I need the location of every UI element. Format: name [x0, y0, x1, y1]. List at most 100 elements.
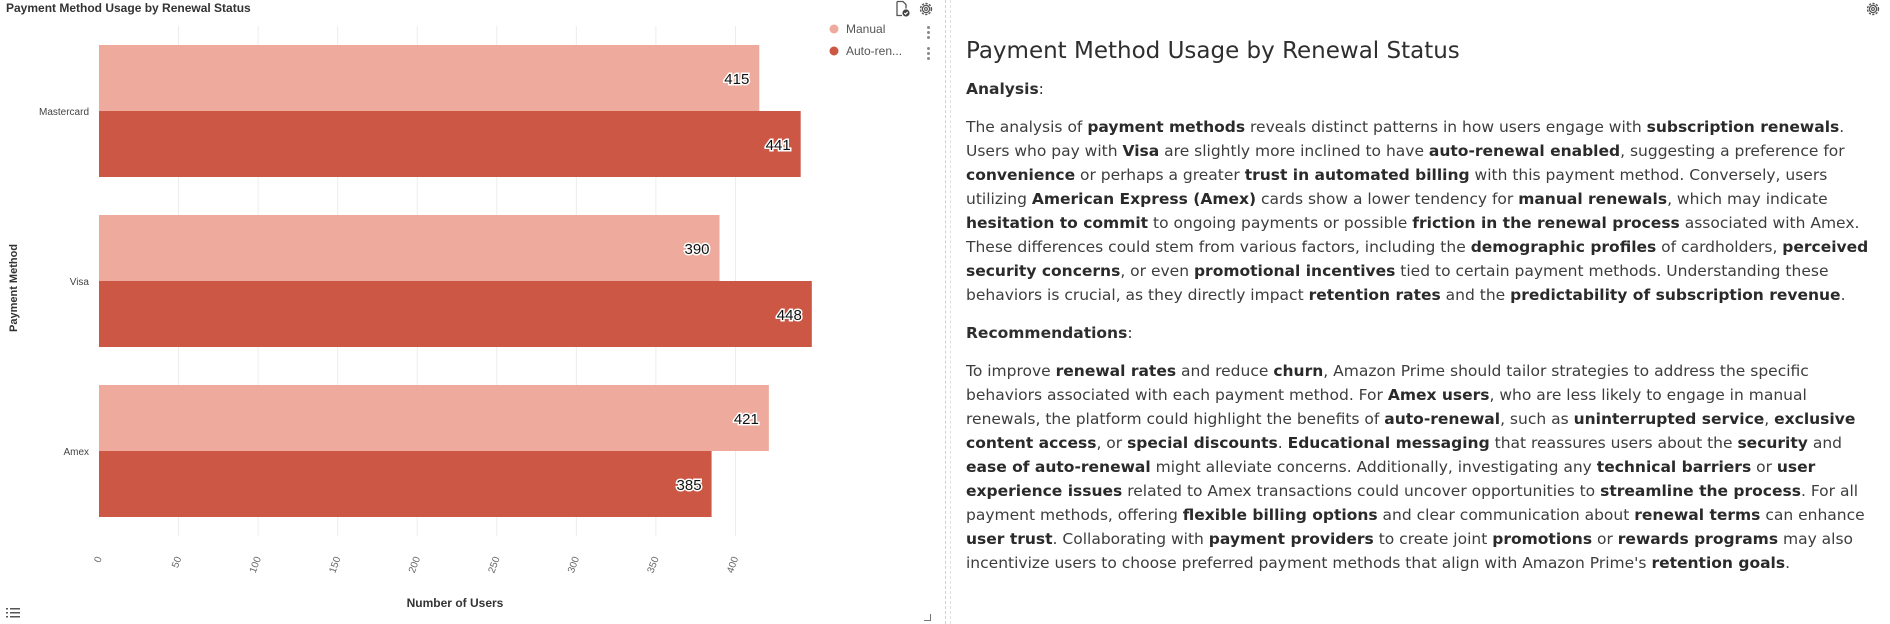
- x-tick-label: 400: [725, 555, 741, 575]
- gear-icon[interactable]: [917, 0, 935, 18]
- text-run: , Amazon Prime should tailor strategies …: [966, 362, 1809, 404]
- text-run: and clear communication about: [1377, 506, 1635, 524]
- analysis-paragraph: The analysis of payment methods reveals …: [966, 115, 1886, 307]
- data-label: 421: [734, 411, 759, 428]
- data-label: 448: [777, 307, 802, 324]
- bold-phrase: churn: [1273, 362, 1324, 380]
- text-run: that reassures users about the: [1489, 434, 1738, 452]
- analysis-title: Payment Method Usage by Renewal Status: [966, 38, 1460, 64]
- legend-marker: [829, 24, 839, 34]
- bold-phrase: friction in the renewal process: [1412, 214, 1680, 232]
- recommendations-paragraph: To improve renewal rates and reduce chur…: [966, 359, 1886, 575]
- data-label: 385: [677, 477, 702, 494]
- bold-phrase: promotional incentives: [1193, 262, 1396, 280]
- bold-phrase: renewal terms: [1634, 506, 1761, 524]
- bar-amex-manual: [99, 385, 769, 451]
- text-run: .: [1840, 286, 1846, 304]
- text-run: , or: [1096, 434, 1128, 452]
- bold-phrase: Educational messaging: [1287, 434, 1490, 452]
- x-tick-label: 350: [646, 555, 662, 575]
- text-run: and the: [1440, 286, 1511, 304]
- text-run: to create joint: [1373, 530, 1493, 548]
- text-run: of cardholders,: [1656, 238, 1783, 256]
- bold-phrase: uninterrupted service: [1573, 410, 1765, 428]
- file-check-icon[interactable]: [893, 0, 911, 18]
- bar-visa-auto-renewal: [99, 281, 812, 347]
- text-run: .: [1277, 434, 1288, 452]
- text-run: associated with Amex. These differences …: [966, 214, 1860, 256]
- bar-visa-manual: [99, 215, 720, 281]
- bold-phrase: auto-renewal: [1384, 410, 1501, 428]
- text-run: or perhaps a greater: [1075, 166, 1245, 184]
- bold-phrase: payment methods: [1087, 118, 1246, 136]
- text-run: , which may indicate: [1667, 190, 1828, 208]
- text-run: . Collaborating with: [1052, 530, 1209, 548]
- text-run: The analysis of: [966, 118, 1088, 136]
- bold-phrase: technical barriers: [1596, 458, 1752, 476]
- text-run: are slightly more inclined to have: [1159, 142, 1429, 160]
- analysis-panel: Payment Method Usage by Renewal Status A…: [954, 0, 1890, 624]
- resize-corner-icon[interactable]: [924, 614, 931, 621]
- text-run: to ongoing payments or possible: [1148, 214, 1413, 232]
- bold-phrase: auto-renewal enabled: [1428, 142, 1621, 160]
- bold-phrase: subscription renewals: [1646, 118, 1840, 136]
- legend-label: Manual: [846, 22, 885, 36]
- chart-title: Payment Method Usage by Renewal Status: [6, 1, 251, 15]
- bold-phrase: renewal rates: [1055, 362, 1177, 380]
- analysis-heading: Analysis:: [966, 80, 1044, 98]
- bold-phrase: rewards programs: [1617, 530, 1779, 548]
- bold-phrase: promotions: [1492, 530, 1593, 548]
- text-run: , who are less likely to engage in manua…: [966, 386, 1807, 428]
- category-tick-label: Visa: [70, 277, 90, 288]
- x-tick-label: 150: [327, 555, 343, 575]
- list-icon[interactable]: [6, 606, 21, 620]
- gear-icon[interactable]: [1864, 0, 1882, 18]
- y-axis-title: Payment Method: [8, 244, 20, 332]
- text-run: ,: [1764, 410, 1775, 428]
- bar-chart: 415 441 Mastercard 390 448 Visa 421 385 Amex 0 50 1…: [8, 22, 902, 610]
- legend-label: Auto-ren...: [846, 44, 902, 58]
- bold-phrase: streamline the process: [1600, 482, 1801, 500]
- text-run: can enhance: [1760, 506, 1865, 524]
- text-run: .: [1785, 554, 1791, 572]
- bold-phrase: retention goals: [1651, 554, 1786, 572]
- bold-phrase: retention rates: [1308, 286, 1441, 304]
- text-run: cards show a lower tendency for: [1256, 190, 1519, 208]
- bold-phrase: ease of auto-renewal: [966, 458, 1151, 476]
- text-run: , suggesting a preference for: [1620, 142, 1845, 160]
- x-tick-label: 200: [407, 555, 423, 575]
- text-run: and: [1807, 434, 1842, 452]
- data-label: 415: [724, 71, 749, 88]
- x-tick-label: 0: [93, 555, 105, 564]
- text-run: To improve: [966, 362, 1056, 380]
- bold-phrase: security: [1737, 434, 1808, 452]
- x-tick-label: 50: [170, 555, 184, 570]
- text-run: and reduce: [1176, 362, 1274, 380]
- x-axis-title: Number of Users: [407, 596, 504, 610]
- recommendations-heading: Recommendations:: [966, 324, 1133, 342]
- kebab-menu-icon[interactable]: [926, 26, 932, 40]
- bar-mastercard-auto-renewal: [99, 111, 801, 177]
- text-run: , or even: [1120, 262, 1194, 280]
- text-run: or: [1751, 458, 1777, 476]
- x-tick-label: 250: [487, 555, 503, 575]
- bold-phrase: trust in automated billing: [1244, 166, 1470, 184]
- text-run: reveals distinct patterns in how users e…: [1245, 118, 1647, 136]
- bold-phrase: manual renewals: [1518, 190, 1668, 208]
- bold-phrase: payment providers: [1208, 530, 1374, 548]
- chart-panel: Payment Method Usage by Renewal Status 4…: [0, 0, 938, 624]
- panel-divider[interactable]: [940, 0, 952, 624]
- bold-phrase: flexible billing options: [1182, 506, 1378, 524]
- data-label: 390: [685, 241, 710, 258]
- kebab-menu-icon[interactable]: [926, 47, 932, 61]
- text-run: related to Amex transactions could uncov…: [1122, 482, 1601, 500]
- bold-phrase: demographic profiles: [1470, 238, 1657, 256]
- text-run: , such as: [1500, 410, 1574, 428]
- x-tick-label: 100: [248, 555, 264, 575]
- bold-phrase: Amex users: [1387, 386, 1490, 404]
- text-run: tied to certain payment methods. Underst…: [966, 262, 1829, 304]
- bold-phrase: American Express (Amex): [1031, 190, 1257, 208]
- bar-mastercard-manual: [99, 45, 760, 111]
- bold-phrase: special discounts: [1127, 434, 1278, 452]
- bold-phrase: hesitation to commit: [966, 214, 1149, 232]
